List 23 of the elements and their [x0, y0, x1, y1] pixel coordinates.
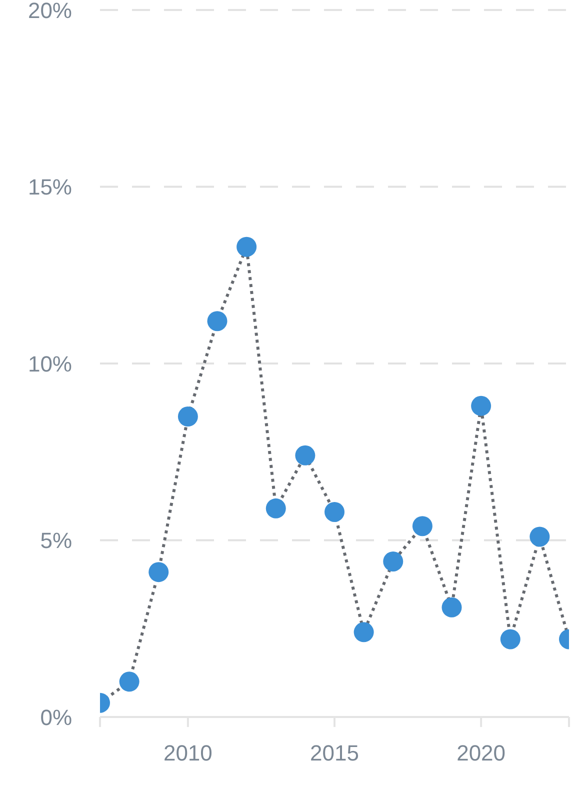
point [178, 406, 198, 427]
point [500, 629, 520, 650]
x-tick-label: 2015 [310, 740, 359, 766]
point [295, 445, 316, 466]
point [412, 516, 432, 536]
point [266, 498, 286, 518]
point [442, 597, 462, 618]
y-tick-label: 20% [28, 0, 72, 23]
point [471, 396, 492, 416]
point [324, 502, 344, 522]
point [530, 526, 550, 547]
point [207, 311, 228, 332]
point [148, 562, 169, 582]
point [236, 236, 257, 257]
point [119, 672, 140, 692]
y-tick-label: 0% [40, 704, 72, 730]
y-tick-label: 5% [40, 528, 72, 554]
x-tick-label: 2020 [456, 740, 506, 766]
point [383, 551, 404, 572]
y-tick-label: 15% [28, 174, 72, 200]
y-tick-label: 10% [28, 351, 72, 376]
point [354, 622, 374, 642]
x-tick-label: 2010 [163, 740, 212, 766]
